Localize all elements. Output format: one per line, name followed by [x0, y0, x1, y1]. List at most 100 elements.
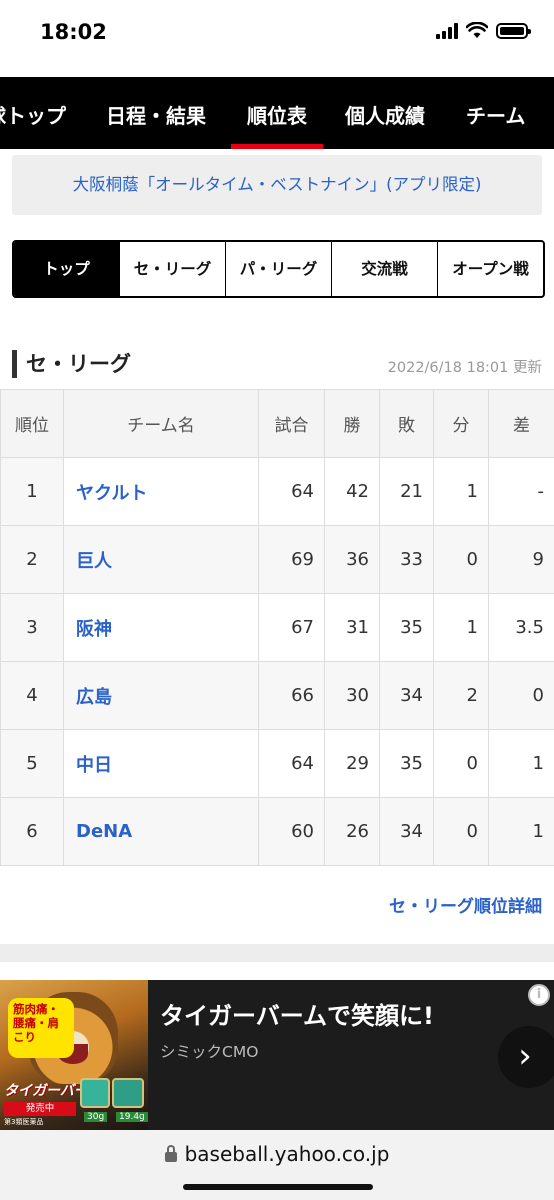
wins-cell: 31: [324, 593, 380, 662]
header-wins: 勝: [324, 389, 380, 458]
nav-item-schedule[interactable]: 日程・結果: [106, 104, 206, 128]
nav-item-stats[interactable]: 個人成績: [345, 104, 425, 128]
games-behind-cell: -: [488, 457, 554, 526]
standings-table: 順位 チーム名 試合 勝 敗 分 差 1 ヤクルト 64 42 21 1 - 2…: [0, 389, 554, 866]
top-nav: 球トップ 日程・結果 順位表 個人成績 チーム: [0, 77, 554, 149]
rank-cell: 5: [0, 729, 64, 798]
section-divider: [0, 944, 554, 962]
draws-cell: 0: [433, 797, 489, 866]
rank-cell: 4: [0, 661, 64, 730]
ad-headline[interactable]: タイガーバームで笑顔に!: [160, 1002, 434, 1030]
lock-icon: [164, 1145, 177, 1162]
updated-timestamp: 2022/6/18 18:01 更新: [387, 360, 542, 376]
rank-cell: 6: [0, 797, 64, 866]
draws-cell: 0: [433, 525, 489, 594]
url-text: baseball.yahoo.co.jp: [184, 1142, 390, 1166]
games-behind-cell: 9: [488, 525, 554, 594]
losses-cell: 35: [379, 729, 434, 798]
info-icon[interactable]: i: [528, 984, 550, 1006]
rank-cell: 1: [0, 457, 64, 526]
table-row: 5 中日 64 29 35 0 1: [0, 729, 554, 798]
status-icons: [436, 22, 531, 39]
wins-cell: 42: [324, 457, 380, 526]
ad-bubble-text: 筋肉痛・腰痛・肩こり: [8, 998, 74, 1058]
header-games: 試合: [258, 389, 325, 458]
games-behind-cell: 1: [488, 797, 554, 866]
losses-cell: 34: [379, 661, 434, 730]
header-games-behind: 差: [488, 389, 554, 458]
nav-active-indicator: [231, 144, 323, 149]
ad-sale-badge: 発売中: [4, 1102, 76, 1116]
draws-cell: 0: [433, 729, 489, 798]
header-team: チーム名: [63, 389, 259, 458]
wifi-icon: [466, 22, 488, 38]
standings-detail-link[interactable]: セ・リーグ順位詳細: [389, 897, 542, 917]
url-display[interactable]: baseball.yahoo.co.jp: [0, 1142, 554, 1166]
games-cell: 66: [258, 661, 325, 730]
losses-cell: 34: [379, 797, 434, 866]
team-link[interactable]: DeNA: [63, 797, 259, 866]
table-row: 1 ヤクルト 64 42 21 1 -: [0, 457, 554, 526]
tab-top[interactable]: トップ: [14, 242, 119, 296]
table-row: 3 阪神 67 31 35 1 3.5: [0, 593, 554, 662]
games-cell: 64: [258, 729, 325, 798]
promo-banner[interactable]: 大阪桐蔭「オールタイム・ベストナイン」(アプリ限定): [12, 155, 542, 215]
ad-banner[interactable]: 筋肉痛・腰痛・肩こり タイガーバーム 発売中 第3類医薬品 30g 19.4g …: [0, 980, 554, 1130]
home-indicator[interactable]: [183, 1184, 373, 1190]
ad-category-label: 第3類医薬品: [4, 1118, 44, 1126]
games-behind-cell: 0: [488, 661, 554, 730]
table-row: 6 DeNA 60 26 34 0 1: [0, 797, 554, 866]
nav-item-standings[interactable]: 順位表: [247, 104, 307, 128]
product-jar-image: [80, 1078, 110, 1108]
games-cell: 69: [258, 525, 325, 594]
ad-sponsor: シミックCMO: [160, 1043, 259, 1061]
header-losses: 敗: [379, 389, 434, 458]
nav-item-team[interactable]: チーム: [466, 104, 526, 128]
ad-image: 筋肉痛・腰痛・肩こり タイガーバーム 発売中 第3類医薬品 30g 19.4g: [0, 980, 148, 1130]
wins-cell: 30: [324, 661, 380, 730]
table-header-row: 順位 チーム名 試合 勝 敗 分 差: [0, 389, 554, 458]
status-time: 18:02: [40, 20, 107, 44]
losses-cell: 21: [379, 457, 434, 526]
header-draws: 分: [433, 389, 489, 458]
rank-cell: 2: [0, 525, 64, 594]
table-row: 4 広島 66 30 34 2 0: [0, 661, 554, 730]
wins-cell: 36: [324, 525, 380, 594]
ad-weight-label: 30g: [84, 1112, 108, 1122]
draws-cell: 1: [433, 593, 489, 662]
team-link[interactable]: 広島: [63, 661, 259, 730]
team-link[interactable]: ヤクルト: [63, 457, 259, 526]
wins-cell: 26: [324, 797, 380, 866]
games-cell: 67: [258, 593, 325, 662]
ad-weight-label: 19.4g: [116, 1112, 148, 1122]
ad-product-logo: タイガーバーム: [4, 1083, 102, 1099]
browser-url-bar[interactable]: baseball.yahoo.co.jp: [0, 1130, 554, 1200]
tab-interleague[interactable]: 交流戦: [331, 242, 437, 296]
team-link[interactable]: 阪神: [63, 593, 259, 662]
tab-central-league[interactable]: セ・リーグ: [119, 242, 225, 296]
table-row: 2 巨人 69 36 33 0 9: [0, 525, 554, 594]
draws-cell: 2: [433, 661, 489, 730]
cellular-signal-icon: [436, 22, 458, 39]
battery-icon: [496, 22, 531, 39]
rank-cell: 3: [0, 593, 64, 662]
product-jar-image: [112, 1078, 144, 1108]
losses-cell: 35: [379, 593, 434, 662]
team-link[interactable]: 巨人: [63, 525, 259, 594]
header-rank: 順位: [0, 389, 64, 458]
games-behind-cell: 1: [488, 729, 554, 798]
section-header: セ・リーグ 2022/6/18 18:01 更新: [12, 346, 542, 380]
nav-item-baseball-top[interactable]: 球トップ: [0, 104, 66, 128]
draws-cell: 1: [433, 457, 489, 526]
section-title: セ・リーグ: [26, 352, 131, 376]
status-bar: 18:02: [0, 0, 554, 70]
wins-cell: 29: [324, 729, 380, 798]
chevron-right-icon[interactable]: ›: [498, 1026, 554, 1088]
games-cell: 64: [258, 457, 325, 526]
tab-pacific-league[interactable]: パ・リーグ: [225, 242, 331, 296]
games-behind-cell: 3.5: [488, 593, 554, 662]
losses-cell: 33: [379, 525, 434, 594]
team-link[interactable]: 中日: [63, 729, 259, 798]
games-cell: 60: [258, 797, 325, 866]
tab-open-games[interactable]: オープン戦: [437, 242, 543, 296]
